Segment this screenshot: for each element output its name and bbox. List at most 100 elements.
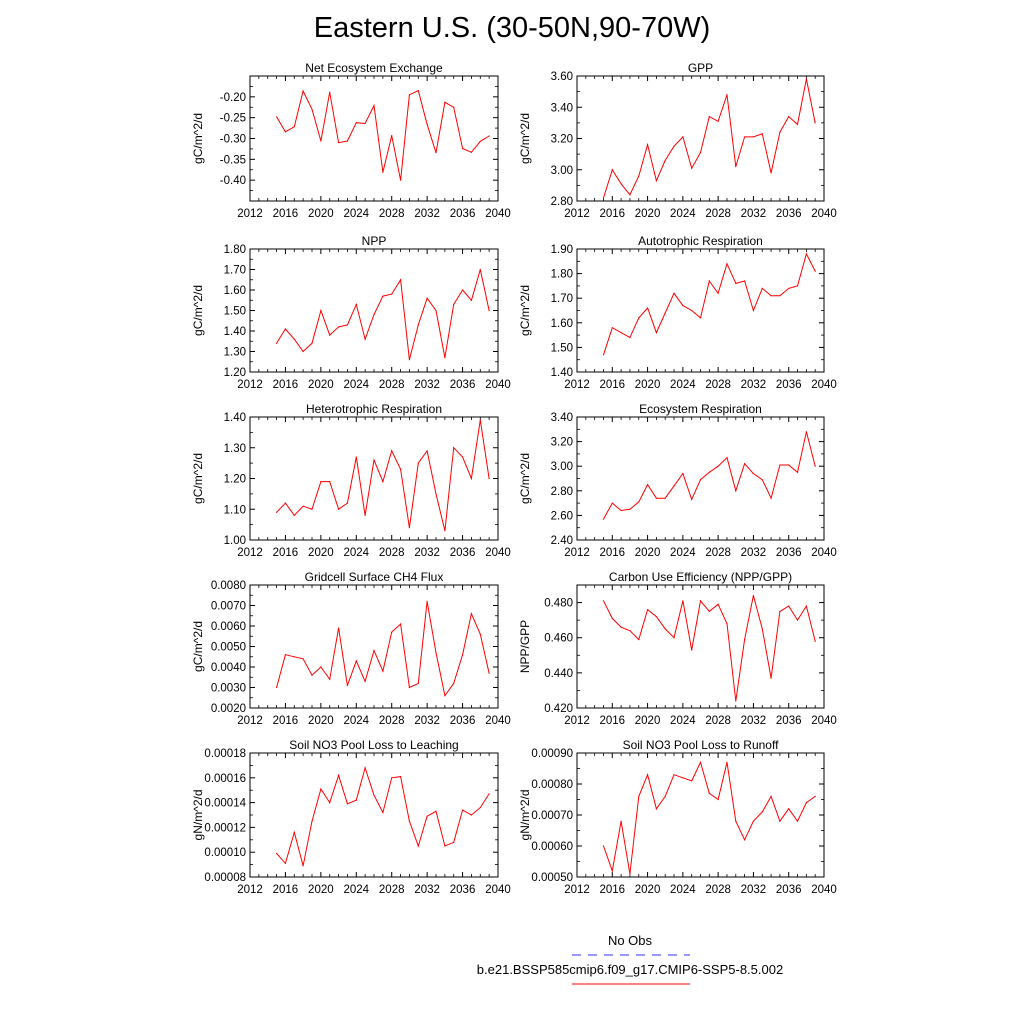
data-point bbox=[629, 336, 631, 339]
panel-title: GPP bbox=[688, 61, 713, 75]
data-point bbox=[355, 660, 357, 662]
data-point bbox=[602, 845, 605, 847]
data-point bbox=[453, 303, 455, 305]
x-tick-label: 2028 bbox=[705, 715, 731, 727]
data-point bbox=[461, 456, 464, 458]
data-point bbox=[620, 183, 622, 185]
y-tick-label: 1.10 bbox=[224, 504, 246, 516]
data-point bbox=[329, 91, 331, 93]
data-point bbox=[435, 152, 437, 154]
x-tick-label: 2028 bbox=[379, 208, 405, 220]
y-tick-label: 1.30 bbox=[224, 443, 246, 455]
data-point bbox=[638, 317, 640, 319]
y-tick-label: -0.30 bbox=[220, 134, 246, 146]
y-axis-label: gC/m^2/d bbox=[518, 453, 532, 504]
x-tick-label: 2036 bbox=[776, 547, 802, 559]
y-tick-label: 1.80 bbox=[551, 269, 573, 281]
data-point bbox=[744, 638, 746, 641]
data-point bbox=[435, 493, 437, 495]
data-point bbox=[391, 631, 393, 633]
data-point bbox=[770, 172, 772, 174]
y-tick-label: 1.50 bbox=[551, 342, 573, 354]
data-point bbox=[479, 268, 481, 271]
panel-title: Ecosystem Respiration bbox=[639, 402, 762, 416]
data-point bbox=[346, 803, 349, 805]
chart-panel-10: Soil NO3 Pool Loss to Runoff 2012 2016 2020… bbox=[518, 738, 837, 896]
x-tick-label: 2012 bbox=[237, 379, 263, 391]
data-point bbox=[382, 670, 384, 672]
data-point bbox=[346, 140, 349, 142]
data-point bbox=[788, 808, 790, 810]
data-point bbox=[717, 798, 719, 801]
data-point bbox=[744, 463, 746, 465]
data-point bbox=[682, 304, 684, 307]
data-point bbox=[761, 133, 763, 135]
data-point bbox=[814, 122, 816, 124]
data-point bbox=[293, 831, 295, 833]
y-tick-label: 3.00 bbox=[551, 165, 573, 177]
data-point bbox=[453, 447, 455, 449]
x-tick-label: 2016 bbox=[599, 208, 625, 220]
chart-panel-1: Net Ecosystem Exchange 2012 2016 2020 2024 20… bbox=[191, 61, 511, 220]
data-point bbox=[479, 633, 481, 635]
data-point bbox=[311, 342, 313, 344]
data-point bbox=[691, 498, 693, 501]
data-point bbox=[470, 151, 473, 153]
x-tick-label: 2024 bbox=[343, 715, 369, 727]
data-point bbox=[796, 471, 799, 473]
y-tick-label: 1.40 bbox=[224, 412, 246, 424]
y-tick-label: -0.40 bbox=[220, 175, 246, 187]
data-point bbox=[673, 774, 675, 776]
data-point bbox=[752, 594, 755, 597]
data-point bbox=[735, 490, 737, 492]
data-point bbox=[726, 456, 728, 459]
data-point bbox=[770, 677, 772, 679]
data-point bbox=[302, 90, 304, 92]
y-tick-label: 0.0070 bbox=[211, 601, 246, 613]
y-tick-label: 1.90 bbox=[551, 244, 573, 256]
data-point bbox=[646, 144, 649, 146]
x-tick-label: 2036 bbox=[776, 884, 802, 896]
data-point bbox=[699, 151, 702, 154]
y-tick-label: 1.20 bbox=[224, 367, 246, 379]
chart-panel-7: Gridcell Surface CH4 Flux 2012 2016 2020 202… bbox=[191, 570, 511, 727]
data-point bbox=[391, 293, 393, 295]
data-point bbox=[302, 505, 304, 507]
y-tick-label: 1.70 bbox=[224, 265, 246, 277]
data-point bbox=[284, 862, 287, 864]
x-tick-label: 2024 bbox=[670, 208, 696, 220]
data-point bbox=[320, 788, 322, 790]
data-point bbox=[337, 142, 340, 144]
data-point bbox=[646, 774, 649, 776]
data-point bbox=[453, 841, 455, 843]
y-tick-label: 0.420 bbox=[544, 703, 573, 715]
y-tick-label: 3.20 bbox=[551, 437, 573, 449]
y-tick-label: 1.70 bbox=[551, 293, 573, 305]
y-tick-label: 0.00090 bbox=[531, 748, 573, 760]
data-point bbox=[664, 795, 666, 798]
x-tick-label: 2020 bbox=[635, 379, 661, 391]
x-tick-label: 2028 bbox=[705, 884, 731, 896]
y-tick-label: 0.0030 bbox=[211, 683, 246, 695]
data-point bbox=[699, 600, 702, 602]
data-point bbox=[629, 508, 631, 510]
data-point bbox=[770, 497, 772, 499]
plot-frame bbox=[576, 416, 825, 541]
data-point bbox=[382, 171, 384, 173]
data-point bbox=[399, 775, 402, 778]
y-tick-label: -0.20 bbox=[220, 92, 246, 104]
data-point bbox=[664, 312, 666, 314]
data-point bbox=[461, 289, 464, 291]
data-point bbox=[699, 317, 702, 319]
y-tick-label: 0.00018 bbox=[204, 748, 246, 760]
data-point bbox=[426, 450, 428, 452]
data-point bbox=[673, 637, 675, 639]
x-tick-label: 2040 bbox=[811, 547, 837, 559]
data-point bbox=[488, 672, 490, 674]
data-point bbox=[302, 865, 304, 867]
x-tick-label: 2012 bbox=[564, 379, 590, 391]
data-point bbox=[664, 628, 666, 630]
data-point bbox=[735, 282, 737, 285]
x-tick-label: 2024 bbox=[343, 208, 369, 220]
